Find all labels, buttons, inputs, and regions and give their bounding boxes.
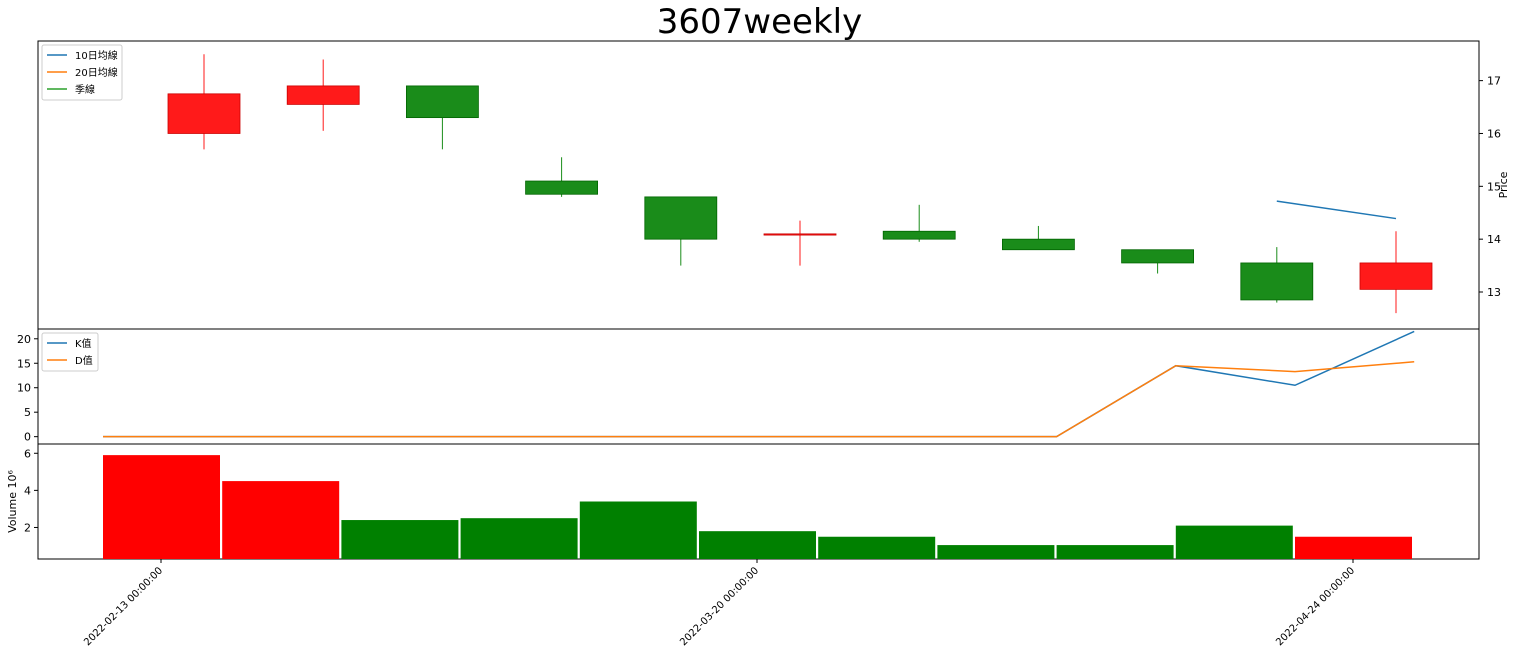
volume-bar <box>222 481 340 559</box>
price-ytick-label: 14 <box>1487 233 1501 246</box>
candle-body <box>644 196 718 240</box>
volume-ylabel: Volume 10⁶ <box>6 470 19 533</box>
candle-body <box>167 93 241 134</box>
x-tick-label: 2022-02-13 00:00:00 <box>82 565 165 648</box>
d-line <box>103 361 1415 438</box>
volume-bar <box>1295 536 1412 559</box>
kd-ytick-label: 5 <box>24 406 31 419</box>
price-ytick-label: 16 <box>1487 127 1501 140</box>
volume-ytick-label: 2 <box>24 521 31 534</box>
x-tick-label: 2022-03-20 00:00:00 <box>678 565 761 648</box>
candle-body <box>1240 262 1314 301</box>
kd-ytick-label: 15 <box>17 357 31 370</box>
price-ylabel: Price <box>1497 171 1510 198</box>
candle-body <box>286 85 360 105</box>
kd-ytick-label: 20 <box>17 333 31 346</box>
k-line <box>103 330 1415 438</box>
candle-body <box>1121 249 1194 264</box>
kd-ytick-label: 10 <box>17 382 31 395</box>
volume-bar <box>699 531 816 559</box>
volume-bar <box>103 455 220 559</box>
price-ytick-label: 17 <box>1487 75 1501 88</box>
kd-legend-label: D值 <box>75 354 93 367</box>
volume-bar <box>460 518 578 559</box>
volume-bar <box>1056 545 1174 559</box>
candle-body <box>1359 262 1433 290</box>
price-legend-label: 20日均線 <box>75 66 118 79</box>
chart-title: 3607weekly <box>656 2 863 42</box>
x-tick-label: 2022-04-24 00:00:00 <box>1274 565 1357 648</box>
volume-ytick-label: 4 <box>24 484 31 497</box>
price-ytick-label: 15 <box>1487 180 1501 193</box>
price-ytick-label: 13 <box>1487 286 1501 299</box>
volume-bar <box>579 501 697 559</box>
volume-bar <box>1175 525 1293 559</box>
price-legend-label: 10日均線 <box>75 49 118 62</box>
candle-body <box>405 85 479 119</box>
price-legend-box <box>41 44 123 101</box>
kd-panel-frame <box>37 328 1480 445</box>
price-legend-label: 季線 <box>75 83 95 96</box>
candle-body <box>763 233 837 236</box>
volume-bar <box>818 536 936 559</box>
candle-body <box>1002 238 1075 251</box>
volume-ytick-label: 6 <box>24 447 31 460</box>
volume-bar <box>937 545 1055 559</box>
volume-bar <box>341 520 459 559</box>
kd-legend-label: K值 <box>75 337 92 350</box>
candle-body <box>525 180 598 195</box>
kd-ytick-label: 0 <box>24 431 31 444</box>
candle-body <box>882 230 956 240</box>
ma10-line <box>1276 200 1397 220</box>
